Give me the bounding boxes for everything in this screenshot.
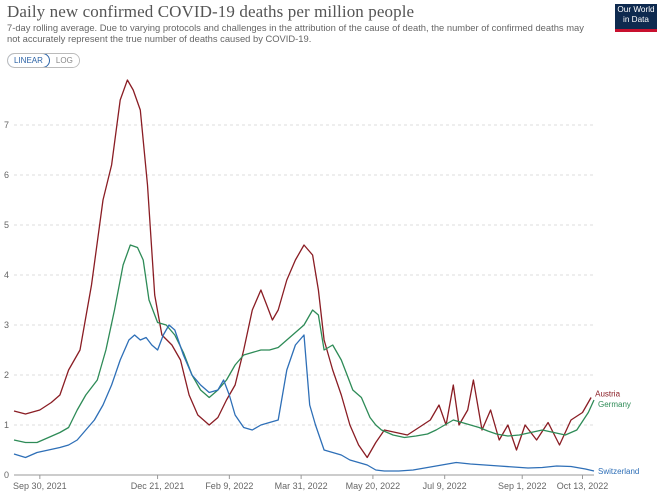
y-tick-label: 2 [4, 370, 9, 380]
chart-title: Daily new confirmed COVID-19 deaths per … [7, 2, 415, 21]
logo-line-2: in Data [623, 14, 649, 24]
series-label-switzerland: Switzerland [598, 467, 639, 476]
y-tick-label: 7 [4, 120, 9, 130]
owid-logo[interactable]: Our World in Data [615, 4, 657, 32]
y-tick-label: 1 [4, 420, 9, 430]
logo-line-1: Our World [617, 5, 655, 14]
series-label-austria: Austria [595, 390, 620, 399]
scale-toggle[interactable]: LINEAR LOG [7, 53, 80, 68]
series-label-germany: Germany [598, 400, 631, 409]
y-tick-label: 5 [4, 220, 9, 230]
series-line-germany [13, 244, 595, 444]
x-tick-label: Sep 30, 2021 [13, 481, 67, 491]
x-tick-label: Jul 9, 2022 [423, 481, 467, 491]
linear-scale-button[interactable]: LINEAR [7, 54, 50, 67]
x-tick-label: Sep 1, 2022 [498, 481, 547, 491]
chart-subtitle: 7-day rolling average. Due to varying pr… [7, 22, 584, 44]
x-tick-label: May 20, 2022 [346, 481, 401, 491]
y-tick-label: 0 [4, 470, 9, 480]
log-scale-button[interactable]: LOG [49, 54, 79, 67]
x-tick-label: Oct 13, 2022 [557, 481, 609, 491]
x-tick-label: Mar 31, 2022 [275, 481, 328, 491]
x-tick-label: Feb 9, 2022 [205, 481, 253, 491]
y-tick-label: 6 [4, 170, 9, 180]
series-line-switzerland [13, 324, 595, 472]
x-tick-label: Dec 21, 2021 [131, 481, 185, 491]
series-line-austria [13, 79, 592, 459]
y-tick-label: 4 [4, 270, 9, 280]
y-tick-label: 3 [4, 320, 9, 330]
